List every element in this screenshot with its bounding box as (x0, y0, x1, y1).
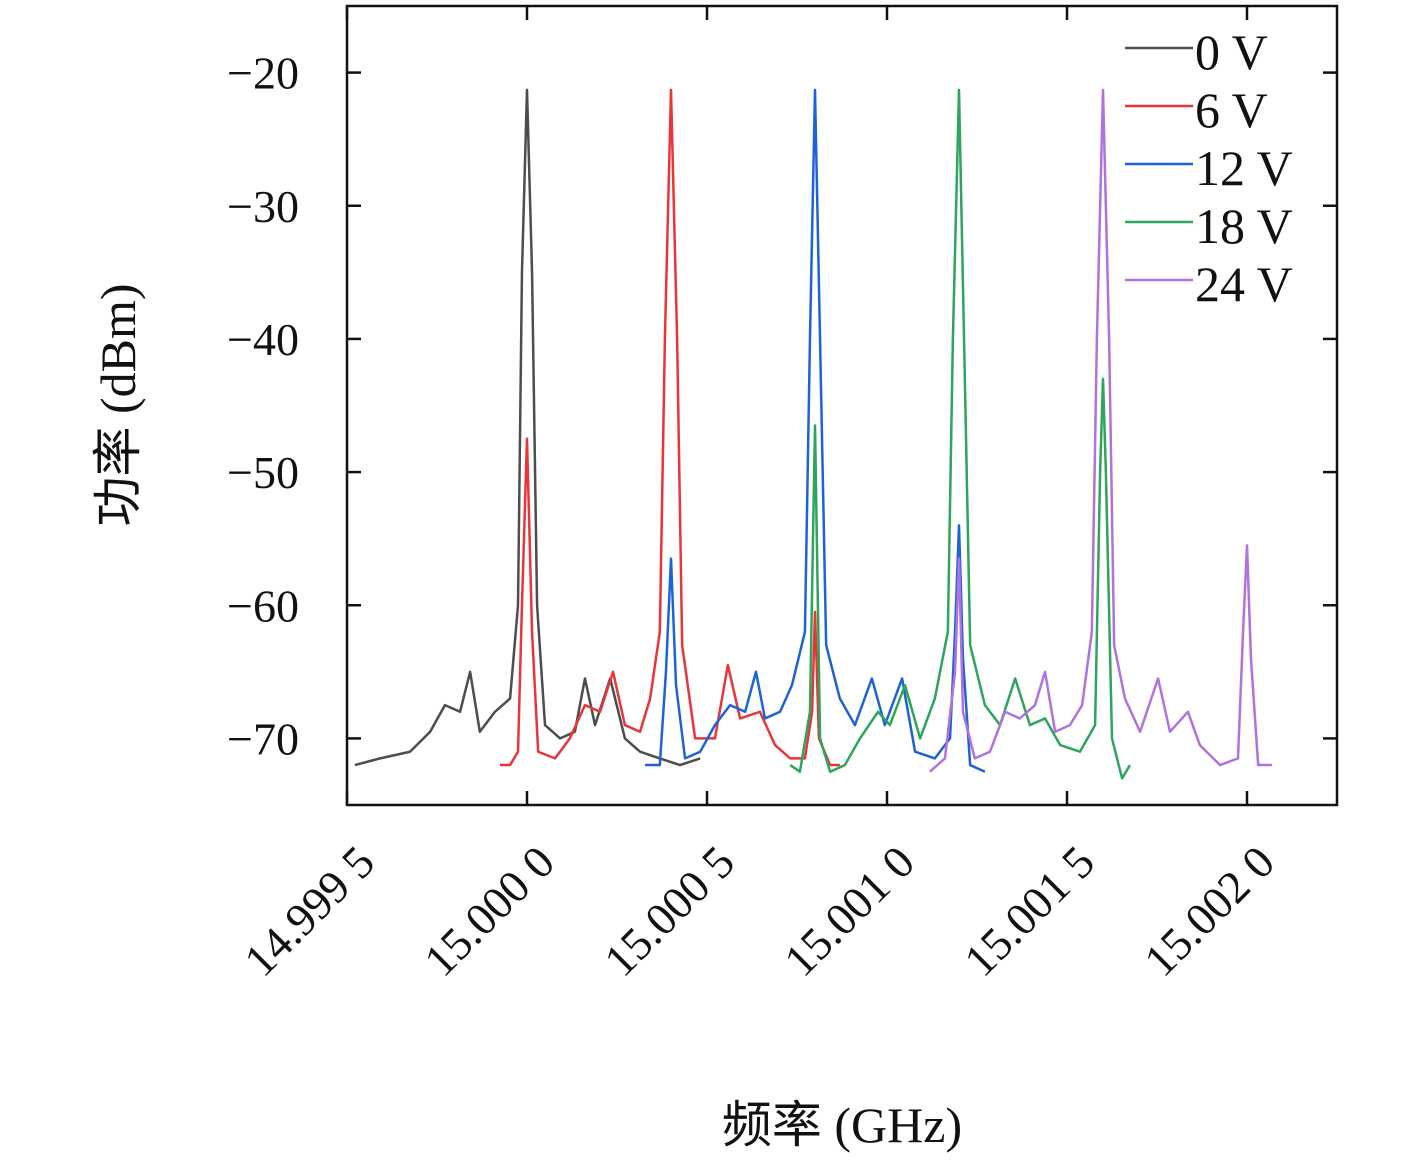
plot-frame (345, 4, 1339, 807)
y-tick-label: −30 (227, 181, 299, 232)
legend-label: 12 V (1195, 140, 1293, 196)
y-tick-label: −50 (227, 447, 299, 498)
y-tick-label: −60 (227, 580, 299, 631)
x-tick-label: 15.000 0 (414, 836, 564, 986)
legend-label: 6 V (1195, 82, 1268, 138)
y-tick-label: −20 (227, 48, 299, 99)
series-line (354, 88, 701, 767)
legend-label: 0 V (1195, 24, 1268, 80)
legend-label: 24 V (1195, 256, 1293, 312)
series-line (929, 88, 1272, 773)
x-tick-label: 14.999 5 (234, 836, 384, 986)
legend-label: 18 V (1195, 198, 1293, 254)
x-tick-label: 15.001 5 (954, 836, 1104, 986)
x-tick-label: 15.000 5 (594, 836, 744, 986)
series-line (789, 88, 1132, 780)
x-axis-label: 频率 (GHz) (722, 1097, 962, 1153)
x-tick-label: 15.002 0 (1134, 836, 1284, 986)
y-axis-label: 功率 (dBm) (90, 283, 146, 526)
series-line (500, 88, 840, 767)
x-tick-label: 15.001 0 (774, 836, 924, 986)
y-tick-label: −40 (227, 314, 299, 365)
plot-lines (354, 88, 1272, 780)
y-tick-label: −70 (227, 713, 299, 764)
